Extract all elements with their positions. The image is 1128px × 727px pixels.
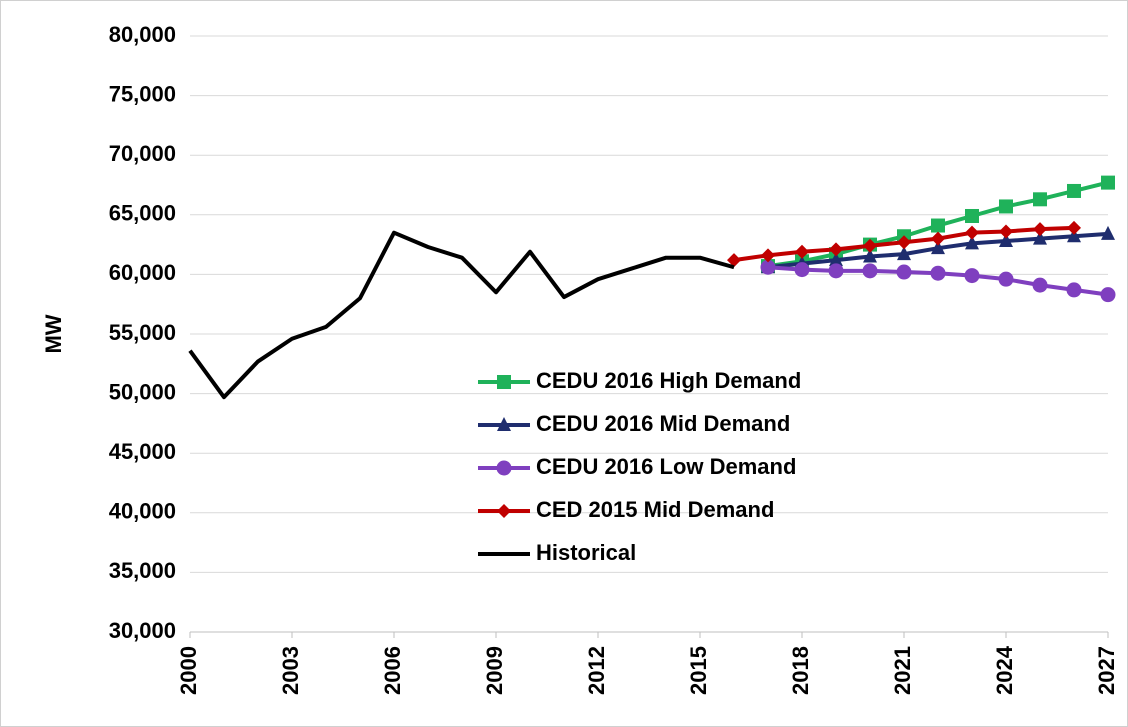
y-tick-label: 35,000 xyxy=(109,558,176,583)
data-point xyxy=(1101,175,1115,190)
data-point xyxy=(998,271,1014,287)
legend-marker xyxy=(496,460,512,476)
data-point xyxy=(897,235,911,250)
data-point xyxy=(964,268,980,284)
data-point xyxy=(1033,230,1047,245)
data-point xyxy=(829,252,843,267)
x-tick-label: 2027 xyxy=(1094,646,1119,695)
legend-marker xyxy=(497,375,511,389)
data-point xyxy=(1067,220,1081,235)
data-point xyxy=(794,262,810,278)
y-tick-label: 40,000 xyxy=(109,499,176,524)
data-point xyxy=(1067,183,1081,198)
y-tick-label: 75,000 xyxy=(109,81,176,106)
x-tick-label: 2003 xyxy=(278,646,303,695)
x-tick-label: 2021 xyxy=(890,646,915,695)
data-point xyxy=(965,225,979,240)
data-point xyxy=(896,264,912,280)
data-point xyxy=(795,244,809,259)
data-point xyxy=(931,218,945,233)
x-tick-label: 2012 xyxy=(584,646,609,695)
data-point xyxy=(760,259,776,275)
x-tick-label: 2015 xyxy=(686,646,711,695)
legend-label: CED 2015 Mid Demand xyxy=(536,497,774,522)
y-tick-label: 60,000 xyxy=(109,260,176,285)
y-tick-label: 45,000 xyxy=(109,439,176,464)
legend-label: CEDU 2016 Low Demand xyxy=(536,454,796,479)
data-point xyxy=(1033,192,1047,207)
y-tick-label: 55,000 xyxy=(109,320,176,345)
data-point xyxy=(1100,287,1116,303)
y-tick-label: 70,000 xyxy=(109,141,176,166)
data-point xyxy=(863,248,877,263)
data-point xyxy=(727,253,741,268)
data-point xyxy=(931,240,945,255)
data-point xyxy=(1033,222,1047,237)
data-point xyxy=(829,242,843,257)
data-point xyxy=(828,263,844,279)
legend-marker xyxy=(497,504,511,518)
data-point xyxy=(1067,228,1081,243)
data-point xyxy=(863,238,877,253)
y-axis-label: MW xyxy=(41,314,66,353)
legend-label: CEDU 2016 High Demand xyxy=(536,368,801,393)
y-tick-label: 30,000 xyxy=(109,618,176,643)
data-point xyxy=(1101,225,1115,240)
data-point xyxy=(999,199,1013,214)
x-tick-label: 2018 xyxy=(788,646,813,695)
data-point xyxy=(999,224,1013,239)
data-point xyxy=(930,265,946,281)
legend-marker xyxy=(497,417,511,431)
legend-label: Historical xyxy=(536,540,636,565)
data-point xyxy=(761,248,775,263)
data-point xyxy=(999,233,1013,248)
x-tick-label: 2024 xyxy=(992,645,1017,695)
data-point xyxy=(897,246,911,261)
data-point xyxy=(862,263,878,279)
data-point xyxy=(965,208,979,223)
x-tick-label: 2009 xyxy=(482,646,507,695)
legend-label: CEDU 2016 Mid Demand xyxy=(536,411,790,436)
data-point xyxy=(1066,282,1082,298)
y-tick-label: 65,000 xyxy=(109,201,176,226)
y-tick-label: 80,000 xyxy=(109,22,176,47)
data-point xyxy=(1032,277,1048,293)
x-tick-label: 2000 xyxy=(176,646,201,695)
data-point xyxy=(931,231,945,246)
series-line xyxy=(188,230,735,400)
x-tick-label: 2006 xyxy=(380,646,405,695)
y-tick-label: 50,000 xyxy=(109,379,176,404)
data-point xyxy=(965,235,979,250)
